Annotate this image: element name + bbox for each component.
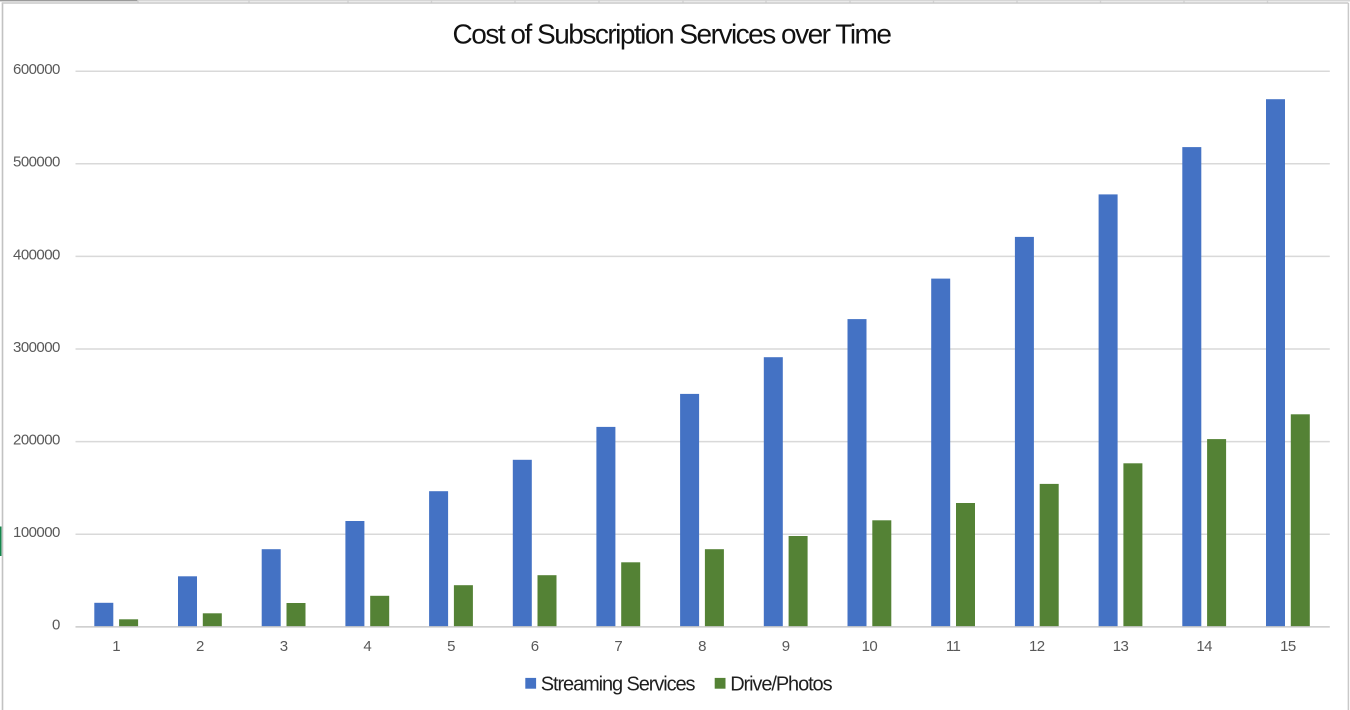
svg-text:6: 6: [531, 638, 539, 655]
svg-text:Cost of Subscription Services: Cost of Subscription Services over Time: [453, 18, 892, 49]
svg-text:3: 3: [280, 638, 288, 655]
svg-text:400000: 400000: [13, 246, 60, 263]
svg-text:14: 14: [1196, 638, 1212, 655]
svg-text:500000: 500000: [13, 154, 60, 171]
svg-text:Drive/Photos: Drive/Photos: [730, 674, 832, 696]
svg-text:300000: 300000: [13, 339, 60, 356]
svg-text:1: 1: [112, 638, 120, 655]
svg-text:100000: 100000: [13, 524, 60, 541]
svg-text:Streaming Services: Streaming Services: [541, 674, 696, 696]
svg-text:10: 10: [862, 638, 878, 655]
svg-text:7: 7: [614, 638, 622, 655]
svg-text:4: 4: [363, 638, 371, 655]
svg-text:200000: 200000: [13, 432, 60, 449]
svg-text:15: 15: [1280, 638, 1296, 655]
svg-text:12: 12: [1029, 638, 1045, 655]
svg-text:5: 5: [447, 638, 455, 655]
svg-text:9: 9: [782, 638, 790, 655]
svg-text:13: 13: [1113, 638, 1129, 655]
svg-text:8: 8: [698, 638, 706, 655]
svg-text:11: 11: [946, 638, 961, 655]
svg-text:600000: 600000: [13, 61, 60, 78]
svg-text:0: 0: [52, 617, 60, 634]
svg-text:2: 2: [196, 638, 204, 655]
